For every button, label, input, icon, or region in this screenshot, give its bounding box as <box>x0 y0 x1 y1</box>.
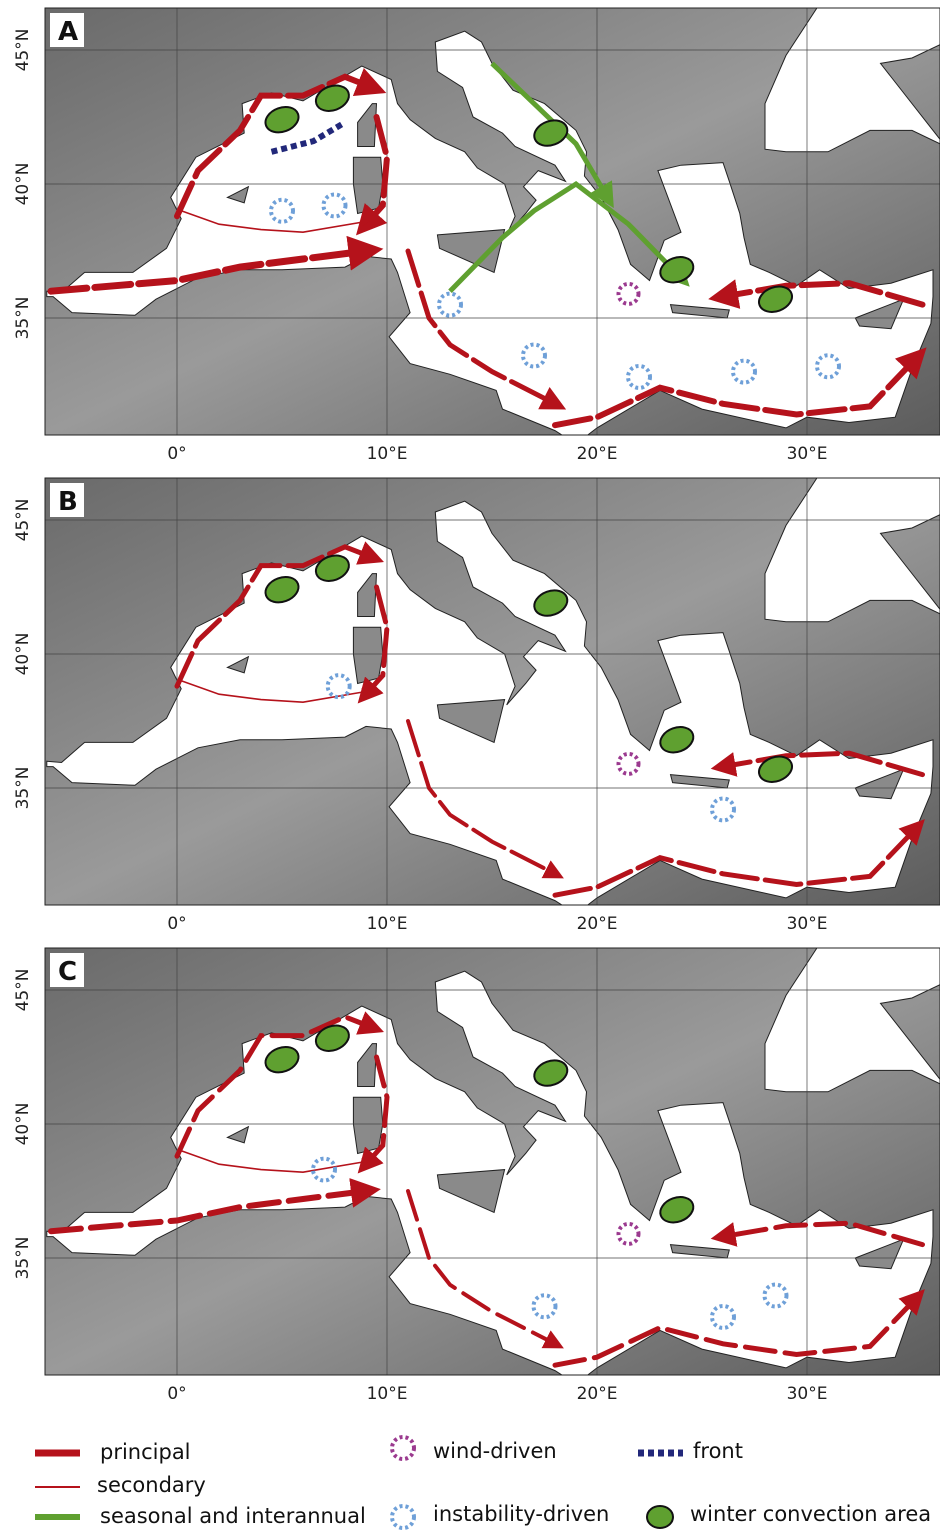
longitude-label: 0° <box>167 914 186 934</box>
legend-label: front <box>693 1439 743 1463</box>
legend-label: seasonal and interannual <box>100 1504 366 1528</box>
longitude-label: 30°E <box>787 914 828 934</box>
legend-swatch <box>392 1506 414 1528</box>
latitude-label: 45°N <box>13 969 33 1012</box>
island <box>353 157 382 213</box>
island <box>353 627 382 683</box>
latitude-label: 35°N <box>13 767 33 810</box>
panel-label: A <box>58 17 78 47</box>
map-body <box>0 947 940 1384</box>
panel-label: B <box>58 487 78 517</box>
latitude-label: 35°N <box>13 297 33 340</box>
map-panel: C 45°N 40°N 35°N 0° 10°E 20°E 30°E <box>0 947 940 1404</box>
longitude-label: 0° <box>167 444 186 464</box>
legend-swatch <box>392 1437 414 1459</box>
latitude-label: 45°N <box>13 499 33 542</box>
legend-label: winter convection area <box>690 1502 931 1526</box>
legend-swatch <box>647 1506 673 1528</box>
legend-label: wind-driven <box>433 1439 557 1463</box>
longitude-label: 10°E <box>367 914 408 934</box>
longitude-label: 0° <box>167 1384 186 1404</box>
latitude-label: 40°N <box>13 633 33 676</box>
longitude-label: 10°E <box>367 1384 408 1404</box>
latitude-label: 35°N <box>13 1237 33 1280</box>
figure: A 45°N 40°N 35°N 0° 10°E 20°E 30°E B 45°N 40°N 35°N… <box>0 0 940 1531</box>
map-body <box>0 7 940 444</box>
longitude-label: 10°E <box>367 444 408 464</box>
map-panel: A 45°N 40°N 35°N 0° 10°E 20°E 30°E <box>0 7 940 464</box>
legend-label: secondary <box>97 1473 206 1497</box>
longitude-label: 20°E <box>577 444 618 464</box>
map-body <box>0 477 940 914</box>
island <box>353 1097 382 1153</box>
legend-label: instability-driven <box>433 1502 609 1526</box>
legend-label: principal <box>100 1440 191 1464</box>
longitude-label: 20°E <box>577 1384 618 1404</box>
legend: principal secondary seasonal and interan… <box>35 1437 931 1528</box>
latitude-label: 45°N <box>13 29 33 72</box>
longitude-label: 30°E <box>787 1384 828 1404</box>
map-panel: B 45°N 40°N 35°N 0° 10°E 20°E 30°E <box>0 477 940 934</box>
longitude-label: 20°E <box>577 914 618 934</box>
panel-label: C <box>58 957 77 987</box>
latitude-label: 40°N <box>13 1103 33 1146</box>
longitude-label: 30°E <box>787 444 828 464</box>
latitude-label: 40°N <box>13 163 33 206</box>
